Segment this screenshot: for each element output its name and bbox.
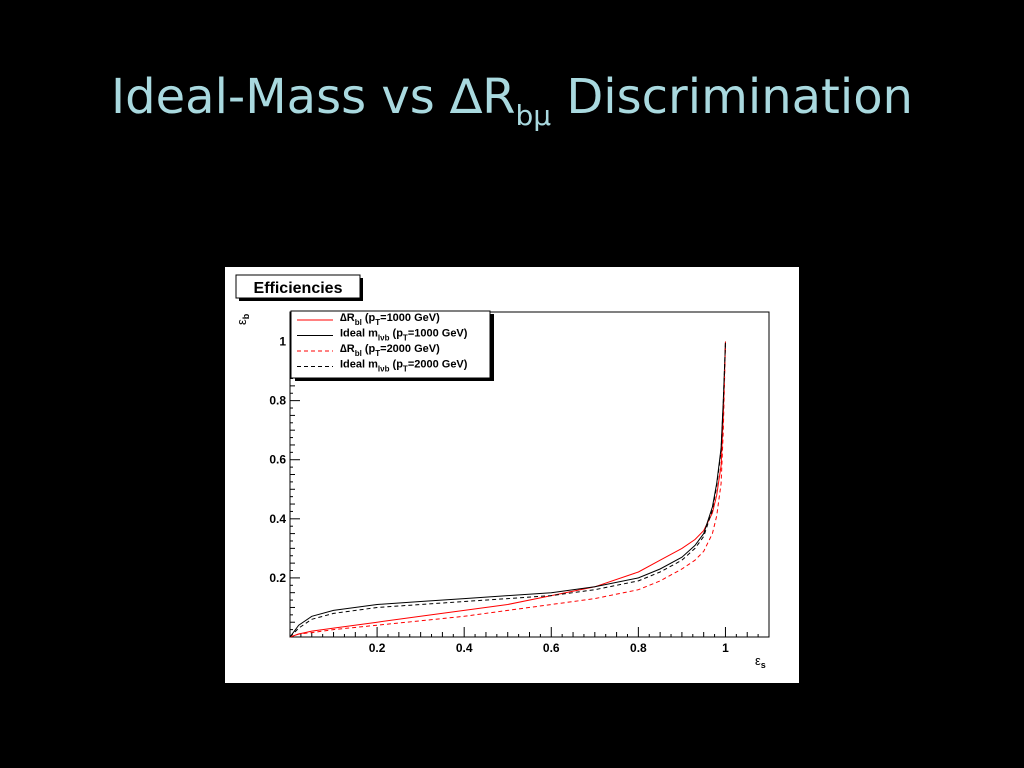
legend-label-legend-sub: lνb bbox=[378, 334, 390, 343]
legend-item: ∆Rbl (pT=1000 GeV) bbox=[297, 312, 440, 327]
series-line-3 bbox=[289, 341, 726, 638]
legend-label-legend-sub2: T bbox=[403, 365, 408, 374]
legend-label-legend-main: Ideal m bbox=[340, 359, 378, 371]
x-tick-label: 0.6 bbox=[543, 641, 560, 655]
legend-label-legend-sub2: T bbox=[375, 349, 380, 358]
legend-label-legend-main: ∆R bbox=[340, 343, 355, 355]
y-axis-label: εb bbox=[234, 313, 251, 325]
legend: ∆Rbl (pT=1000 GeV)Ideal mlνb (pT=1000 Ge… bbox=[290, 310, 494, 381]
y-tick-label: 0.8 bbox=[269, 394, 286, 408]
legend-label-legend-rest: (p bbox=[362, 312, 376, 324]
chart-panel: Efficiencies 0.2 0.4 0.6 0.8 1 0.2 0.4 0.6 0.8 1… bbox=[225, 267, 799, 683]
legend-item: Ideal mlνb (pT=1000 GeV) bbox=[297, 328, 468, 343]
chart-title-box: Efficiencies bbox=[235, 274, 363, 301]
x-axis-label-sub: s bbox=[761, 660, 766, 670]
legend-label-legend-main: Ideal m bbox=[340, 328, 378, 340]
legend-label-legend-sub2: T bbox=[375, 318, 380, 327]
title-subscript: bμ bbox=[515, 99, 552, 132]
legend-label-legend-sub: bl bbox=[355, 318, 362, 327]
legend-label-legend-rest: (p bbox=[389, 359, 403, 371]
efficiency-chart: Efficiencies 0.2 0.4 0.6 0.8 1 0.2 0.4 0.6 0.8 1… bbox=[234, 274, 770, 670]
y-axis-label-main: ε bbox=[234, 319, 249, 325]
legend-label-legend-sub: lνb bbox=[378, 365, 390, 374]
series-line-4 bbox=[289, 341, 726, 638]
legend-item: ∆Rbl (pT=2000 GeV) bbox=[297, 343, 440, 358]
legend-label-legend-main: ∆R bbox=[340, 312, 355, 324]
x-axis-label: εs bbox=[755, 653, 766, 670]
series-line-1 bbox=[289, 341, 726, 638]
legend-label-legend-tail: =1000 GeV) bbox=[408, 328, 468, 340]
legend-label: ∆Rbl (pT=2000 GeV) bbox=[340, 343, 440, 358]
x-tick-label: 0.8 bbox=[630, 641, 647, 655]
title-suffix: Discrimination bbox=[551, 69, 913, 125]
legend-frame bbox=[290, 310, 491, 379]
legend-label: ∆Rbl (pT=1000 GeV) bbox=[340, 312, 440, 327]
series-layer bbox=[289, 341, 726, 638]
slide-title: Ideal-Mass vs ∆Rbμ Discrimination bbox=[0, 62, 1024, 132]
y-axis-ticks: 0.2 0.4 0.6 0.8 1 bbox=[269, 335, 300, 585]
x-tick-label: 0.2 bbox=[369, 641, 386, 655]
legend-label-legend-rest: (p bbox=[389, 328, 403, 340]
y-tick-label: 1 bbox=[279, 335, 286, 349]
legend-label: Ideal mlνb (pT=1000 GeV) bbox=[340, 328, 468, 343]
x-tick-label: 1 bbox=[722, 641, 729, 655]
legend-label-legend-tail: =2000 GeV) bbox=[408, 359, 468, 371]
y-tick-label: 0.2 bbox=[269, 571, 286, 585]
legend-label-legend-sub: bl bbox=[355, 349, 362, 358]
legend-label: Ideal mlνb (pT=2000 GeV) bbox=[340, 359, 468, 374]
legend-label-legend-tail: =2000 GeV) bbox=[380, 343, 440, 355]
legend-label-legend-rest: (p bbox=[362, 343, 376, 355]
x-tick-label: 0.4 bbox=[456, 641, 473, 655]
chart-title-frame bbox=[235, 274, 361, 299]
y-axis-label-sub: b bbox=[241, 313, 251, 319]
title-delta-r: ∆R bbox=[450, 69, 516, 125]
legend-items: ∆Rbl (pT=1000 GeV)Ideal mlνb (pT=1000 Ge… bbox=[297, 312, 468, 374]
series-line-2 bbox=[289, 341, 726, 638]
title-prefix: Ideal-Mass vs bbox=[111, 69, 451, 125]
y-tick-label: 0.4 bbox=[269, 512, 286, 526]
chart-title: Efficiencies bbox=[254, 280, 343, 297]
legend-item: Ideal mlνb (pT=2000 GeV) bbox=[297, 359, 468, 374]
legend-label-legend-tail: =1000 GeV) bbox=[380, 312, 440, 324]
legend-label-legend-sub2: T bbox=[403, 334, 408, 343]
x-axis-label-main: ε bbox=[755, 653, 761, 668]
y-tick-label: 0.6 bbox=[269, 453, 286, 467]
x-axis-ticks: 0.2 0.4 0.6 0.8 1 bbox=[369, 627, 729, 655]
